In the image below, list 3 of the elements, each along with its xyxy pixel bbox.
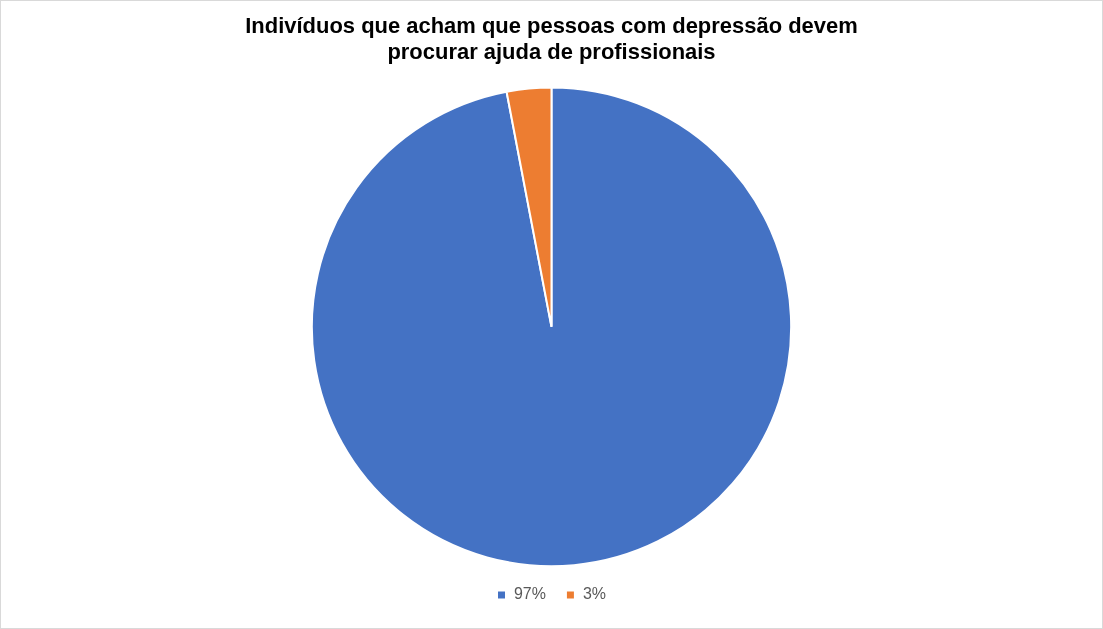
legend-label: 97%	[513, 585, 546, 603]
legend-label: 3%	[582, 585, 606, 603]
chart-title: Indivíduos que acham que pessoas com depressão devem procurar ajuda de profissionais	[245, 13, 858, 65]
